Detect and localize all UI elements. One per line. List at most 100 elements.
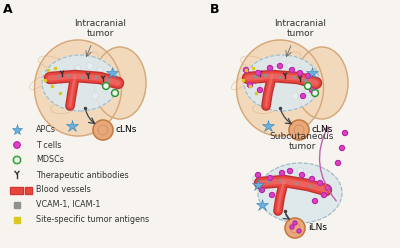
Bar bbox=[267, 180, 269, 182]
Circle shape bbox=[278, 63, 282, 68]
Circle shape bbox=[244, 67, 248, 72]
Circle shape bbox=[342, 130, 348, 135]
Bar bbox=[95, 76, 97, 78]
Text: Subcutaneous
tumor: Subcutaneous tumor bbox=[270, 132, 334, 151]
Circle shape bbox=[93, 120, 113, 140]
Bar bbox=[54, 67, 56, 69]
Bar bbox=[245, 69, 247, 71]
Bar bbox=[44, 79, 46, 81]
Bar bbox=[293, 76, 295, 78]
Circle shape bbox=[285, 170, 291, 176]
Text: cLNs: cLNs bbox=[312, 125, 333, 134]
Circle shape bbox=[280, 171, 284, 176]
Circle shape bbox=[290, 225, 294, 229]
Circle shape bbox=[256, 173, 260, 178]
Bar bbox=[14, 217, 20, 223]
Ellipse shape bbox=[244, 55, 320, 111]
Bar bbox=[81, 76, 83, 78]
Text: APCs: APCs bbox=[36, 125, 56, 134]
Bar bbox=[254, 75, 256, 77]
Bar bbox=[249, 85, 251, 87]
Bar bbox=[295, 182, 297, 184]
Circle shape bbox=[285, 218, 305, 238]
Circle shape bbox=[86, 62, 94, 69]
Circle shape bbox=[107, 87, 113, 93]
Circle shape bbox=[256, 70, 260, 75]
Circle shape bbox=[55, 80, 61, 86]
Text: VCAM-1, ICAM-1: VCAM-1, ICAM-1 bbox=[36, 200, 100, 210]
Bar bbox=[14, 202, 20, 208]
Circle shape bbox=[310, 177, 314, 182]
Circle shape bbox=[262, 69, 268, 76]
Circle shape bbox=[102, 83, 110, 90]
Circle shape bbox=[313, 91, 317, 95]
Circle shape bbox=[312, 198, 318, 204]
Circle shape bbox=[260, 187, 264, 192]
Circle shape bbox=[42, 70, 48, 77]
Bar bbox=[252, 67, 254, 69]
Bar bbox=[25, 186, 32, 193]
Circle shape bbox=[104, 84, 108, 88]
Bar bbox=[309, 185, 311, 187]
Text: Blood vessels: Blood vessels bbox=[36, 186, 91, 194]
Circle shape bbox=[306, 73, 310, 79]
Text: B: B bbox=[210, 3, 220, 16]
Text: iLNs: iLNs bbox=[308, 223, 327, 233]
Text: Intracranial
tumor: Intracranial tumor bbox=[274, 19, 326, 38]
Circle shape bbox=[255, 80, 261, 86]
Circle shape bbox=[248, 83, 252, 88]
Circle shape bbox=[15, 158, 19, 162]
Text: Therapeutic antibodies: Therapeutic antibodies bbox=[36, 171, 129, 180]
Circle shape bbox=[242, 70, 248, 77]
Circle shape bbox=[318, 181, 322, 186]
Circle shape bbox=[286, 62, 294, 69]
Bar bbox=[47, 69, 49, 71]
Circle shape bbox=[306, 84, 310, 88]
Text: Site-specific tumor antigens: Site-specific tumor antigens bbox=[36, 216, 149, 224]
Bar bbox=[51, 85, 53, 87]
Ellipse shape bbox=[42, 55, 118, 111]
Circle shape bbox=[289, 120, 309, 140]
Bar bbox=[279, 179, 281, 181]
Bar bbox=[10, 186, 23, 193]
Bar bbox=[10, 186, 23, 193]
Bar bbox=[279, 76, 281, 78]
Circle shape bbox=[252, 176, 260, 183]
Text: cLNs: cLNs bbox=[116, 125, 137, 134]
Circle shape bbox=[340, 146, 344, 151]
Circle shape bbox=[297, 67, 303, 73]
Circle shape bbox=[290, 67, 294, 72]
Circle shape bbox=[300, 93, 306, 98]
Ellipse shape bbox=[236, 40, 324, 136]
Ellipse shape bbox=[258, 163, 342, 223]
Bar bbox=[107, 79, 109, 81]
Bar bbox=[242, 79, 244, 81]
Circle shape bbox=[307, 172, 313, 178]
Circle shape bbox=[75, 65, 81, 71]
Circle shape bbox=[293, 221, 297, 225]
Circle shape bbox=[92, 93, 98, 99]
Circle shape bbox=[97, 67, 103, 73]
Bar bbox=[255, 92, 257, 94]
Circle shape bbox=[288, 168, 292, 174]
Circle shape bbox=[310, 88, 314, 93]
Circle shape bbox=[13, 156, 21, 164]
Bar bbox=[59, 92, 61, 94]
Circle shape bbox=[270, 192, 274, 197]
Bar bbox=[264, 74, 266, 76]
Circle shape bbox=[305, 87, 311, 93]
Circle shape bbox=[297, 229, 301, 233]
Circle shape bbox=[14, 142, 20, 148]
Circle shape bbox=[272, 175, 278, 182]
Ellipse shape bbox=[34, 40, 122, 136]
Text: MDSCs: MDSCs bbox=[36, 155, 64, 164]
Bar bbox=[304, 79, 306, 81]
Circle shape bbox=[113, 91, 117, 95]
Bar bbox=[67, 74, 69, 76]
Circle shape bbox=[62, 69, 68, 76]
Circle shape bbox=[298, 70, 302, 75]
Text: T cells: T cells bbox=[36, 141, 61, 150]
Text: Intracranial
tumor: Intracranial tumor bbox=[74, 19, 126, 38]
Circle shape bbox=[304, 83, 312, 90]
Circle shape bbox=[296, 167, 304, 175]
